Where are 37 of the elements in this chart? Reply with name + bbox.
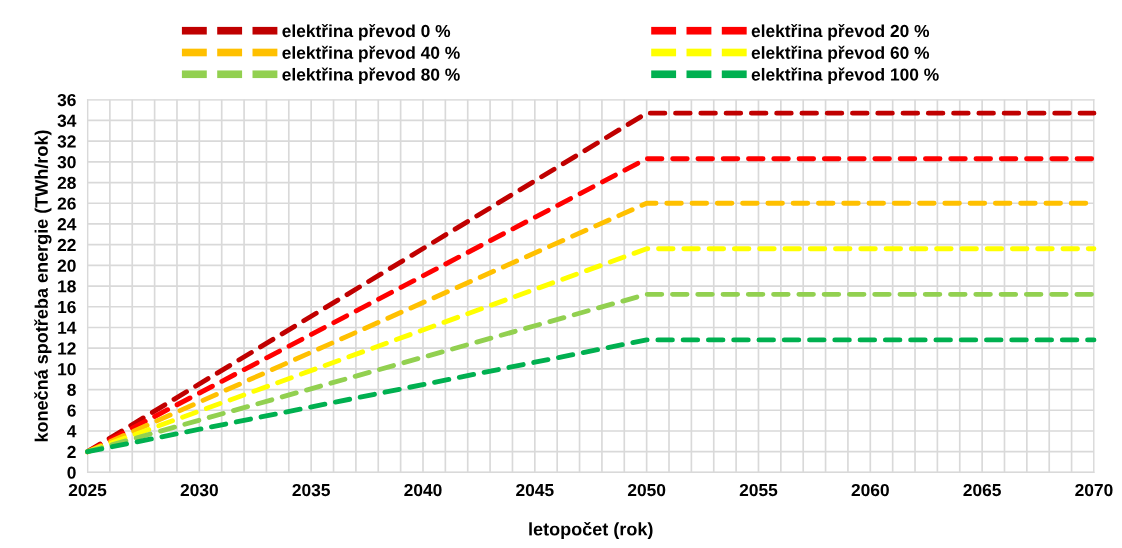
legend-label: elektřina převod 80 % xyxy=(282,67,460,85)
legend-label: elektřina převod 100 % xyxy=(751,67,939,85)
y-tick-label: 2 xyxy=(67,445,76,458)
x-tick-label: 2045 xyxy=(516,483,554,497)
y-tick-label: 0 xyxy=(67,466,76,479)
x-tick-label: 2040 xyxy=(404,483,442,497)
y-tick-label: 6 xyxy=(67,404,76,417)
x-tick-label: 2050 xyxy=(627,483,666,497)
y-tick-label: 32 xyxy=(57,135,76,148)
x-tick-label: 2030 xyxy=(180,483,218,497)
y-axis-title: konečná spotřeba energie (TWh/rok) xyxy=(34,130,52,442)
y-tick-label: 22 xyxy=(57,238,76,251)
x-tick-label: 2060 xyxy=(851,483,889,497)
legend-label: elektřina převod 0 % xyxy=(282,24,451,41)
y-tick-label: 12 xyxy=(58,342,76,355)
legend-label: elektřina převod 60 % xyxy=(751,45,930,63)
legend-label: elektřina převod 40 % xyxy=(282,45,460,63)
y-tick-label: 34 xyxy=(57,114,77,127)
y-tick-label: 10 xyxy=(58,363,76,376)
x-tick-label: 2055 xyxy=(739,483,778,497)
x-tick-label: 2035 xyxy=(292,483,330,497)
y-tick-label: 26 xyxy=(57,197,76,210)
x-tick-label: 2025 xyxy=(68,483,107,497)
x-tick-label: 2065 xyxy=(963,483,1001,497)
y-tick-label: 18 xyxy=(58,280,76,293)
y-tick-label: 4 xyxy=(67,425,77,438)
x-axis-title: letopočet (rok) xyxy=(529,521,653,540)
y-tick-label: 30 xyxy=(57,156,76,169)
y-tick-label: 28 xyxy=(57,176,76,190)
legend-label: elektřina převod 20 % xyxy=(751,24,930,41)
y-tick-label: 14 xyxy=(58,321,77,334)
y-tick-label: 24 xyxy=(57,218,77,231)
x-tick-label: 2070 xyxy=(1075,483,1113,497)
y-tick-label: 20 xyxy=(57,259,76,272)
y-tick-label: 36 xyxy=(57,93,76,107)
y-tick-label: 8 xyxy=(67,383,76,397)
y-tick-label: 16 xyxy=(58,300,76,314)
